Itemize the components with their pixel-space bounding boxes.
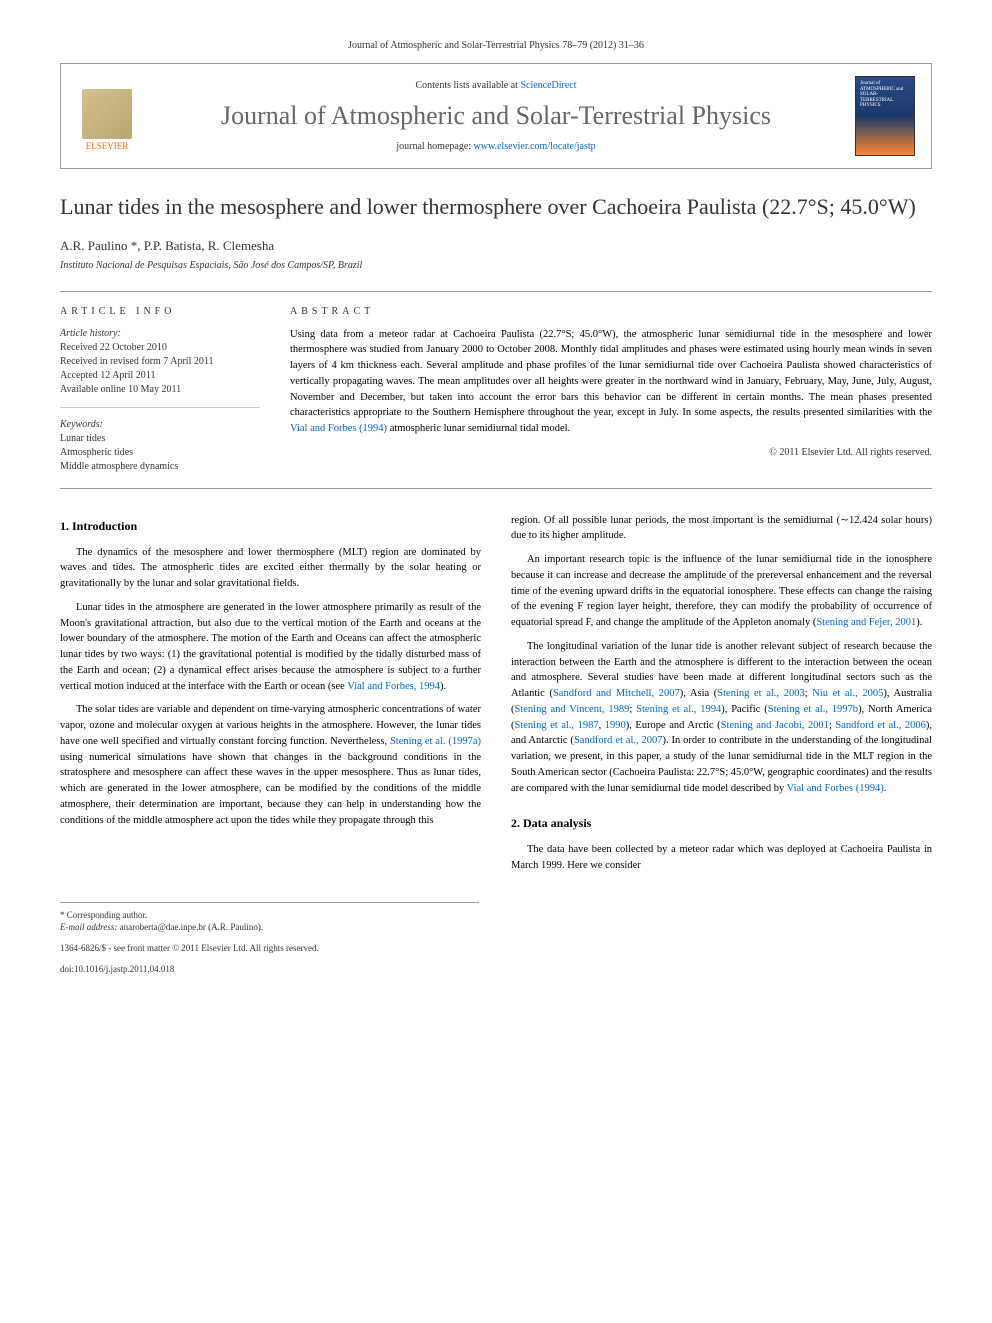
cover-thumb-label: Journal of ATMOSPHERIC and SOLAR-TERREST… [860, 81, 910, 109]
citation-link[interactable]: Stening and Fejer, 2001 [816, 617, 916, 628]
info-abstract-row: article info Article history: Received 2… [60, 291, 932, 489]
body-columns: 1. Introduction The dynamics of the meso… [60, 513, 932, 882]
journal-header: ELSEVIER Contents lists available at Sci… [60, 63, 932, 169]
body-paragraph: The solar tides are variable and depende… [60, 702, 481, 828]
paragraph-text: . [884, 783, 887, 794]
footnotes: * Corresponding author. E-mail address: … [60, 902, 479, 975]
history-revised: Received in revised form 7 April 2011 [60, 355, 260, 369]
body-paragraph: The dynamics of the mesosphere and lower… [60, 545, 481, 592]
citation-link[interactable]: Sandford et al., 2006 [835, 720, 926, 731]
publisher-name: ELSEVIER [86, 141, 129, 151]
doi-line: doi:10.1016/j.jastp.2011.04.018 [60, 963, 479, 976]
section-1-title: 1. Introduction [60, 517, 481, 535]
issn-line: 1364-6826/$ - see front matter © 2011 El… [60, 942, 479, 955]
history-received: Received 22 October 2010 [60, 341, 260, 355]
contents-prefix: Contents lists available at [415, 80, 520, 91]
elsevier-tree-icon [82, 89, 132, 139]
paragraph-text: using numerical simulations have shown t… [60, 752, 481, 826]
corresponding-author: * Corresponding author. [60, 909, 479, 922]
paragraph-text: ). [916, 617, 922, 628]
citation-link[interactable]: Stening et al., 1997b [768, 704, 858, 715]
article-info: article info Article history: Received 2… [60, 306, 260, 474]
history-accepted: Accepted 12 April 2011 [60, 369, 260, 383]
paragraph-text: ), Europe and Arctic ( [626, 720, 721, 731]
citation-link[interactable]: Sandford et al., 2007 [574, 735, 663, 746]
keywords: Keywords: Lunar tides Atmospheric tides … [60, 418, 260, 474]
homepage-line: journal homepage: www.elsevier.com/locat… [153, 141, 839, 152]
citation-link[interactable]: Stening and Vincent, 1989 [515, 704, 630, 715]
contents-line: Contents lists available at ScienceDirec… [153, 80, 839, 91]
publisher-logo: ELSEVIER [77, 81, 137, 151]
body-paragraph: region. Of all possible lunar periods, t… [511, 513, 932, 545]
citation-link[interactable]: Stening et al., 2003 [717, 688, 804, 699]
abstract-citation-link[interactable]: Vial and Forbes (1994) [290, 423, 387, 434]
abstract-column: abstract Using data from a meteor radar … [290, 306, 932, 474]
email-label: E-mail address: [60, 922, 120, 932]
journal-reference: Journal of Atmospheric and Solar-Terrest… [60, 40, 932, 51]
history-online: Available online 10 May 2011 [60, 383, 260, 397]
body-paragraph: Lunar tides in the atmosphere are genera… [60, 600, 481, 695]
paragraph-text: Lunar tides in the atmosphere are genera… [60, 602, 481, 692]
sciencedirect-link[interactable]: ScienceDirect [520, 80, 576, 91]
abstract-label: abstract [290, 306, 932, 317]
abstract-tail: atmospheric lunar semidiurnal tidal mode… [387, 423, 570, 434]
keywords-label: Keywords: [60, 418, 260, 432]
journal-title: Journal of Atmospheric and Solar-Terrest… [153, 101, 839, 131]
abstract-text: Using data from a meteor radar at Cachoe… [290, 327, 932, 437]
body-paragraph: An important research topic is the influ… [511, 552, 932, 631]
article-history: Article history: Received 22 October 201… [60, 327, 260, 408]
citation-link[interactable]: Stening et al., 1987 [515, 720, 599, 731]
authors: A.R. Paulino *, P.P. Batista, R. Clemesh… [60, 238, 932, 254]
paragraph-text: ), Asia ( [680, 688, 718, 699]
body-paragraph: The data have been collected by a meteor… [511, 842, 932, 874]
citation-link[interactable]: Stening and Jacobi, 2001 [721, 720, 829, 731]
citation-link[interactable]: Sandford and Mitchell, 2007 [553, 688, 680, 699]
keyword-item: Atmospheric tides [60, 446, 260, 460]
homepage-link[interactable]: www.elsevier.com/locate/jastp [474, 141, 596, 152]
journal-cover-thumb: Journal of ATMOSPHERIC and SOLAR-TERREST… [855, 76, 915, 156]
paragraph-text: ). [440, 681, 446, 692]
article-info-label: article info [60, 306, 260, 317]
keyword-item: Lunar tides [60, 432, 260, 446]
body-column-left: 1. Introduction The dynamics of the meso… [60, 513, 481, 882]
header-center: Contents lists available at ScienceDirec… [153, 80, 839, 152]
abstract-body: Using data from a meteor radar at Cachoe… [290, 329, 932, 419]
paragraph-text: ), Pacific ( [721, 704, 768, 715]
affiliation: Instituto Nacional de Pesquisas Espaciai… [60, 260, 932, 271]
citation-link[interactable]: Vial and Forbes (1994) [787, 783, 884, 794]
body-column-right: region. Of all possible lunar periods, t… [511, 513, 932, 882]
history-label: Article history: [60, 327, 260, 341]
citation-link[interactable]: 1990 [605, 720, 626, 731]
citation-link[interactable]: Niu et al., 2005 [812, 688, 883, 699]
email-address: anaroberta@dae.inpe.br (A.R. Paulino). [120, 922, 264, 932]
citation-link[interactable]: Stening et al., 1994 [636, 704, 721, 715]
section-2-title: 2. Data analysis [511, 814, 932, 832]
email-line: E-mail address: anaroberta@dae.inpe.br (… [60, 921, 479, 934]
body-paragraph: The longitudinal variation of the lunar … [511, 639, 932, 797]
citation-link[interactable]: Stening et al. (1997a) [390, 736, 481, 747]
citation-link[interactable]: Vial and Forbes, 1994 [347, 681, 440, 692]
keyword-item: Middle atmosphere dynamics [60, 460, 260, 474]
copyright: © 2011 Elsevier Ltd. All rights reserved… [290, 447, 932, 458]
article-title: Lunar tides in the mesosphere and lower … [60, 193, 932, 222]
homepage-prefix: journal homepage: [396, 141, 473, 152]
